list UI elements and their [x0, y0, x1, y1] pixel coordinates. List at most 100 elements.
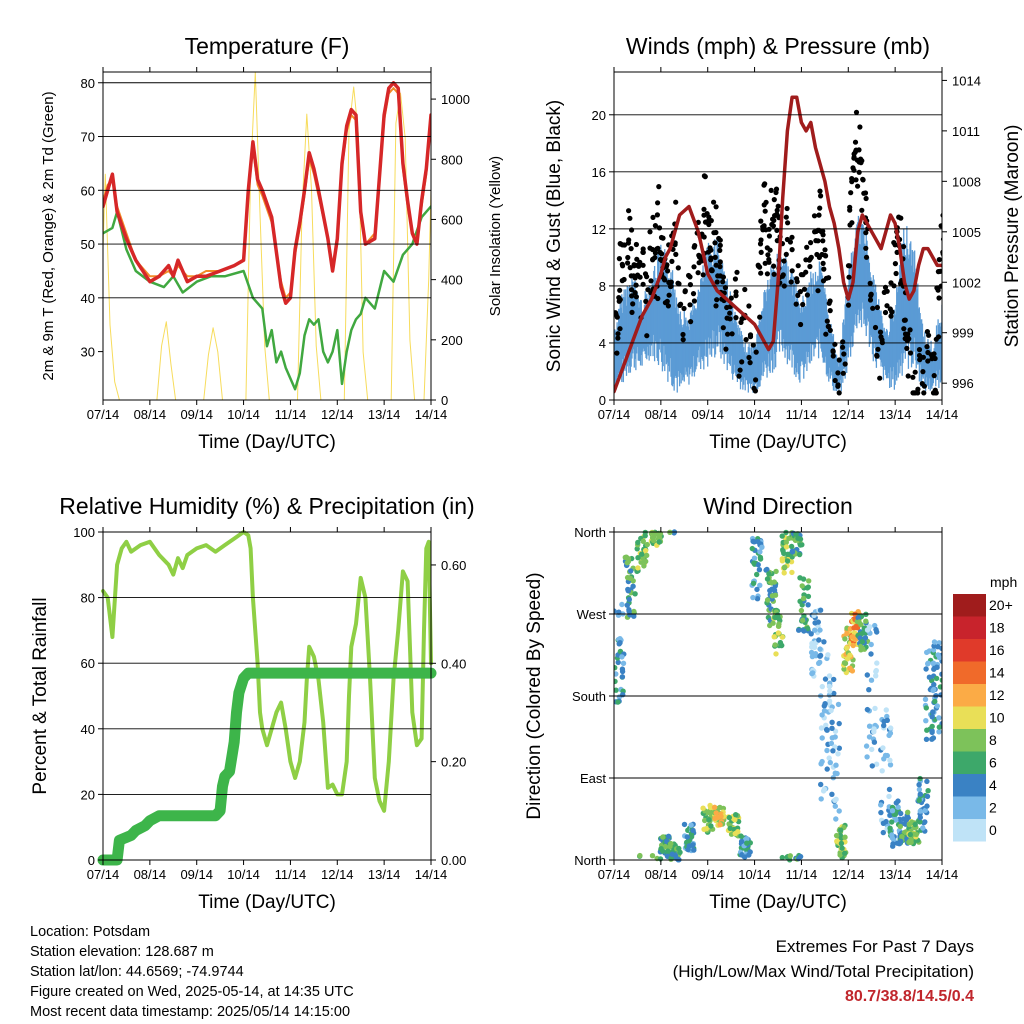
gust-point [856, 147, 862, 153]
direction-point [854, 625, 861, 631]
direction-point [767, 587, 773, 594]
gust-point [673, 199, 679, 205]
direction-point [660, 834, 666, 840]
x-tick-label: 07/14 [87, 407, 120, 422]
direction-point [939, 677, 942, 683]
direction-point [801, 628, 807, 634]
direction-point [887, 762, 894, 768]
gust-point [907, 327, 913, 333]
y-tick-label: 40 [81, 291, 95, 306]
direction-point [907, 831, 913, 838]
gust-point [835, 382, 841, 388]
gust-point [691, 298, 698, 304]
direction-point [905, 809, 911, 815]
legend-swatch [953, 616, 986, 639]
gust-point [626, 208, 632, 214]
gust-point [628, 246, 634, 252]
gust-point [660, 235, 666, 241]
gust-point [817, 188, 823, 194]
gust-point [817, 205, 823, 211]
direction-point [847, 652, 853, 658]
direction-point [930, 709, 936, 715]
gust-point [652, 255, 658, 261]
direction-point [887, 730, 894, 736]
direction-point [702, 817, 708, 824]
legend-swatch [953, 594, 986, 617]
direction-point [826, 698, 833, 704]
gust-point [750, 342, 756, 348]
gust-point [717, 242, 723, 248]
direction-point [642, 533, 648, 539]
gust-point [682, 289, 688, 295]
direction-point [708, 823, 714, 829]
gust-point [892, 261, 899, 267]
gust-point [737, 367, 743, 373]
gust-point [811, 213, 818, 219]
direction-point [681, 821, 688, 828]
direction-point [769, 593, 776, 599]
gust-point [937, 268, 942, 274]
x-tick-label: 14/14 [415, 867, 448, 882]
gust-point [734, 269, 740, 275]
gust-point [816, 212, 822, 218]
gust-point [840, 344, 846, 350]
direction-point [756, 567, 763, 573]
direction-point [784, 558, 791, 564]
gust-point [874, 353, 880, 359]
recent-timestamp: Most recent data timestamp: 2025/05/14 1… [30, 1004, 351, 1020]
direction-point [893, 800, 899, 806]
gust-point [617, 326, 623, 332]
legend-swatch [953, 751, 986, 774]
direction-point [922, 807, 929, 813]
x-tick-label: 12/14 [832, 867, 865, 882]
gust-point [775, 203, 781, 209]
direction-point [829, 719, 835, 725]
direction-point [827, 759, 833, 766]
gust-point [915, 386, 921, 392]
direction-point [889, 832, 895, 838]
x-tick-label: 09/14 [180, 407, 213, 422]
gust-point [640, 249, 646, 255]
direction-point [834, 770, 840, 777]
direction-point [931, 639, 938, 645]
gust-point [788, 279, 794, 285]
gust-point [728, 295, 734, 301]
gust-point [723, 346, 729, 352]
direction-point [912, 821, 918, 828]
direction-point [620, 692, 626, 698]
gust-point [847, 204, 853, 210]
gust-point [688, 319, 694, 325]
gust-point [771, 263, 777, 269]
gust-point [893, 270, 899, 277]
direction-point [808, 649, 815, 656]
gust-point [863, 245, 869, 251]
gust-point [800, 301, 806, 308]
gust-point [901, 326, 907, 332]
gust-point [643, 298, 649, 304]
gust-point [714, 297, 720, 303]
gust-point [727, 310, 733, 316]
y2-tick-label: 1005 [952, 225, 981, 240]
gust-point [835, 370, 841, 376]
extremes-values: 80.7/38.8/14.5/0.4 [845, 988, 974, 1005]
solar-line [103, 72, 431, 400]
direction-point [823, 722, 829, 728]
direction-point [684, 834, 690, 840]
x-tick-label: 13/14 [879, 407, 912, 422]
direction-point [850, 642, 856, 649]
y-tick-label: North [574, 525, 606, 540]
x-axis-label: Time (Day/UTC) [198, 892, 336, 913]
direction-point [864, 706, 871, 713]
gust-point [797, 289, 804, 295]
gust-point [629, 287, 635, 293]
gust-point [654, 212, 661, 218]
direction-point [649, 853, 656, 859]
legend-swatch [953, 774, 986, 797]
direction-point [826, 755, 832, 761]
gust-point [882, 309, 889, 316]
direction-point [617, 640, 623, 646]
legend-label: 0 [989, 822, 997, 838]
direction-point [747, 849, 753, 855]
t2m-line [103, 81, 431, 305]
direction-point [811, 612, 817, 618]
